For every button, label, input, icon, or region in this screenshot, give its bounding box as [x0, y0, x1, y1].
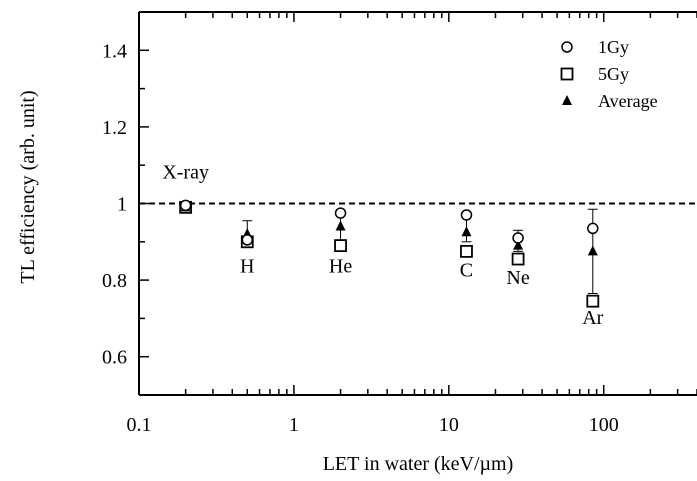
- axis-ticks: [138, 11, 697, 396]
- legend: 1Gy 5Gy Average: [560, 37, 658, 111]
- y-tick-label: 1: [117, 194, 127, 216]
- data-point: [334, 207, 347, 219]
- data-point: [513, 239, 524, 250]
- y-tick-label: 1.4: [102, 40, 127, 62]
- point-label-he: He: [329, 255, 352, 277]
- legend-label: 1Gy: [598, 37, 629, 57]
- point-label-h: H: [240, 255, 254, 277]
- data-point: [460, 244, 473, 258]
- data-point: [335, 220, 346, 231]
- legend-label: 5Gy: [598, 64, 629, 84]
- x-tick-label: 1: [289, 414, 299, 436]
- data-point: [511, 252, 525, 266]
- data-point: [460, 209, 473, 221]
- y-tick-label: 1.2: [102, 117, 127, 139]
- series-layer: [179, 199, 600, 308]
- data-point: [586, 294, 600, 308]
- series-1gy: [179, 199, 599, 246]
- series-5gy: [179, 200, 600, 308]
- x-tick-label: 100: [589, 414, 619, 436]
- legend-marker: [562, 95, 572, 105]
- x-axis-label: LET in water (keV/µm): [323, 453, 514, 475]
- data-point: [587, 222, 599, 235]
- point-label-ne: Ne: [506, 267, 529, 289]
- x-tick-label: 10: [439, 414, 459, 436]
- legend-marker: [561, 41, 573, 53]
- point-annotations: X-ray H He C Ne Ar: [162, 162, 603, 330]
- data-point: [512, 232, 524, 244]
- y-axis-label: TL efficiency (arb. unit): [17, 90, 39, 283]
- point-label-c: C: [460, 259, 473, 281]
- legend-marker: [560, 67, 574, 81]
- data-point: [241, 234, 254, 246]
- error-bars: [242, 208, 598, 295]
- point-label-ar: Ar: [582, 307, 603, 329]
- point-label-x-ray: X-ray: [162, 162, 209, 184]
- legend-label: Average: [598, 91, 658, 111]
- x-tick-label: 0.1: [127, 414, 152, 436]
- axis-tick-labels: 0.1 1 10 100 0.6 0.8 1 1.2 1.4: [102, 40, 619, 436]
- data-point: [461, 226, 472, 237]
- data-point: [179, 199, 192, 212]
- y-tick-label: 0.6: [102, 347, 127, 369]
- data-point: [587, 245, 598, 256]
- data-point: [334, 239, 347, 253]
- y-tick-label: 0.8: [102, 270, 127, 292]
